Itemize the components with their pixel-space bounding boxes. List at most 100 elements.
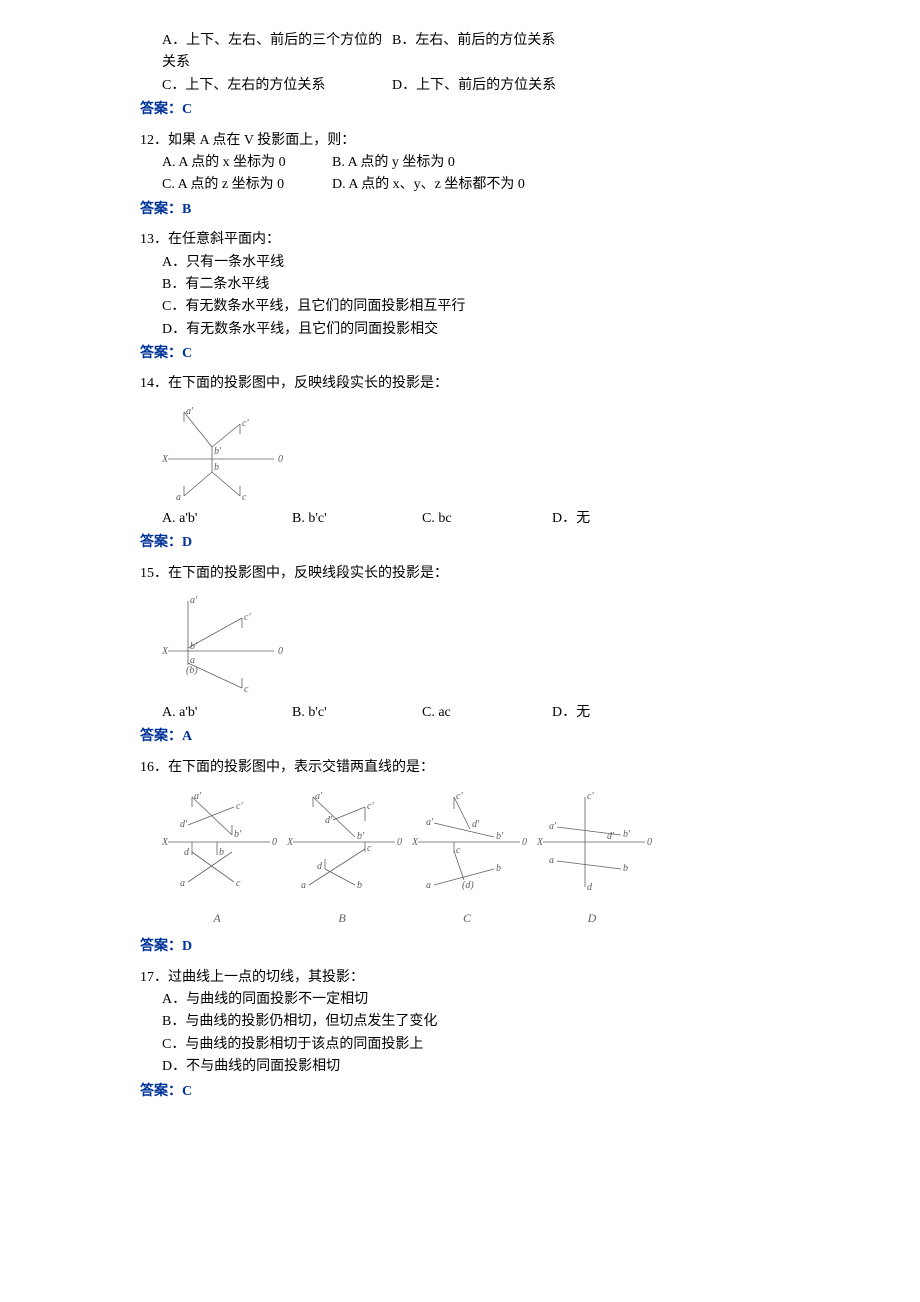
q12-stem: 12．如果 A 点在 V 投影面上，则： bbox=[140, 130, 780, 152]
q15-opt-c: C. ac bbox=[422, 702, 552, 724]
svg-text:X: X bbox=[162, 646, 169, 657]
svg-text:a: a bbox=[301, 880, 306, 891]
q12-opt-b: B. A 点的 y 坐标为 0 bbox=[332, 152, 455, 174]
svg-text:a: a bbox=[426, 880, 431, 891]
q12-opts-row1: A. A 点的 x 坐标为 0 B. A 点的 y 坐标为 0 bbox=[140, 152, 780, 174]
q14-stem: 14．在下面的投影图中，反映线段实长的投影是： bbox=[140, 373, 780, 395]
svg-text:c: c bbox=[456, 845, 461, 856]
q15-diagram: X 0 a' b' c' a (b) c bbox=[162, 593, 780, 698]
svg-text:d: d bbox=[587, 882, 593, 893]
svg-text:a': a' bbox=[549, 821, 557, 832]
svg-text:c: c bbox=[367, 843, 372, 854]
svg-text:b: b bbox=[219, 847, 224, 858]
q13-opt-d: D．有无数条水平线，且它们的同面投影相交 bbox=[140, 319, 780, 341]
q16-caption-b: B bbox=[338, 911, 346, 925]
q16-caption-a: A bbox=[212, 911, 221, 925]
q11-answer: 答案：C bbox=[140, 99, 780, 121]
svg-text:(d): (d) bbox=[462, 880, 474, 891]
svg-text:0: 0 bbox=[272, 837, 277, 848]
q15-answer: 答案：A bbox=[140, 726, 780, 748]
q15-opts: A. a'b' B. b'c' C. ac D．无 bbox=[140, 702, 780, 724]
svg-text:b': b' bbox=[496, 831, 504, 842]
svg-text:X: X bbox=[286, 837, 294, 848]
q15-opt-a: A. a'b' bbox=[162, 702, 292, 724]
q12-opt-a: A. A 点的 x 坐标为 0 bbox=[162, 152, 332, 174]
svg-text:b': b' bbox=[234, 829, 242, 840]
svg-text:0: 0 bbox=[397, 837, 402, 848]
q12-opt-d: D. A 点的 x、y、z 坐标都不为 0 bbox=[332, 174, 525, 196]
svg-text:b': b' bbox=[214, 446, 222, 457]
q13-opt-a: A．只有一条水平线 bbox=[140, 252, 780, 274]
svg-text:a: a bbox=[176, 492, 181, 503]
q11-opt-c: C．上下、左右的方位关系 bbox=[162, 75, 392, 97]
q14-answer: 答案：D bbox=[140, 532, 780, 554]
svg-text:c: c bbox=[244, 684, 249, 695]
q14-opt-d: D．无 bbox=[552, 508, 682, 530]
svg-text:c: c bbox=[242, 492, 247, 503]
svg-text:d: d bbox=[317, 861, 323, 872]
svg-text:d': d' bbox=[325, 815, 333, 826]
svg-text:0: 0 bbox=[522, 837, 527, 848]
q12-opts-row2: C. A 点的 z 坐标为 0 D. A 点的 x、y、z 坐标都不为 0 bbox=[140, 174, 780, 196]
q14-opt-a: A. a'b' bbox=[162, 508, 292, 530]
svg-text:a': a' bbox=[186, 406, 194, 417]
svg-text:b: b bbox=[623, 863, 628, 874]
q13-answer: 答案：C bbox=[140, 343, 780, 365]
svg-text:b': b' bbox=[623, 829, 631, 840]
q11-opt-a: A．上下、左右、前后的三个方位的关系 bbox=[162, 30, 392, 75]
svg-text:a': a' bbox=[315, 791, 323, 802]
svg-text:c': c' bbox=[236, 801, 243, 812]
svg-text:c': c' bbox=[456, 791, 463, 802]
svg-text:d: d bbox=[184, 847, 190, 858]
q13-opt-b: B．有二条水平线 bbox=[140, 274, 780, 296]
svg-text:0: 0 bbox=[647, 837, 652, 848]
svg-text:b': b' bbox=[357, 831, 365, 842]
q17-answer: 答案：C bbox=[140, 1081, 780, 1103]
svg-text:(b): (b) bbox=[186, 665, 198, 676]
q16-answer: 答案：D bbox=[140, 936, 780, 958]
svg-text:b: b bbox=[214, 462, 219, 473]
q16-stem: 16．在下面的投影图中，表示交错两直线的是： bbox=[140, 757, 780, 779]
q16-caption-c: C bbox=[463, 911, 472, 925]
q17-opt-a: A．与曲线的同面投影不一定相切 bbox=[140, 989, 780, 1011]
svg-text:a: a bbox=[549, 855, 554, 866]
q13-opt-c: C．有无数条水平线，且它们的同面投影相互平行 bbox=[140, 296, 780, 318]
q16-caption-d: D bbox=[587, 911, 597, 925]
svg-text:b: b bbox=[496, 863, 501, 874]
svg-text:a': a' bbox=[194, 791, 202, 802]
svg-text:d': d' bbox=[607, 831, 615, 842]
svg-text:a': a' bbox=[426, 817, 434, 828]
svg-text:c': c' bbox=[367, 801, 374, 812]
q15-opt-b: B. b'c' bbox=[292, 702, 422, 724]
q14-opt-b: B. b'c' bbox=[292, 508, 422, 530]
svg-text:d': d' bbox=[180, 819, 188, 830]
q11-opts-row2: C．上下、左右的方位关系 D．上下、前后的方位关系 bbox=[140, 75, 780, 97]
q12-answer: 答案：B bbox=[140, 199, 780, 221]
q12-opt-c: C. A 点的 z 坐标为 0 bbox=[162, 174, 332, 196]
svg-text:c: c bbox=[236, 878, 241, 889]
svg-text:c': c' bbox=[244, 612, 251, 623]
q17-stem: 17．过曲线上一点的切线，其投影： bbox=[140, 967, 780, 989]
svg-text:a': a' bbox=[190, 595, 198, 606]
q13-stem: 13．在任意斜平面内： bbox=[140, 229, 780, 251]
q14-opt-c: C. bc bbox=[422, 508, 552, 530]
q15-stem: 15．在下面的投影图中，反映线段实长的投影是： bbox=[140, 563, 780, 585]
q11-opt-b: B．左右、前后的方位关系 bbox=[392, 30, 622, 75]
q14-diagram: X 0 a' b' c' a b c bbox=[162, 404, 780, 504]
svg-text:d': d' bbox=[472, 819, 480, 830]
svg-text:X: X bbox=[162, 454, 169, 465]
svg-text:a: a bbox=[180, 878, 185, 889]
q17-opt-b: B．与曲线的投影仍相切，但切点发生了变化 bbox=[140, 1011, 780, 1033]
svg-text:c': c' bbox=[242, 418, 249, 429]
svg-text:b: b bbox=[357, 880, 362, 891]
svg-text:b': b' bbox=[190, 641, 198, 652]
svg-text:X: X bbox=[162, 837, 169, 848]
svg-text:0: 0 bbox=[278, 454, 283, 465]
svg-text:X: X bbox=[536, 837, 544, 848]
q15-opt-d: D．无 bbox=[552, 702, 682, 724]
svg-text:0: 0 bbox=[278, 646, 283, 657]
q16-diagram: X0 a'c' d'b' db ac A X0 a'c' d'b' cd ab … bbox=[162, 787, 780, 932]
q14-opts: A. a'b' B. b'c' C. bc D．无 bbox=[140, 508, 780, 530]
svg-text:c': c' bbox=[587, 791, 594, 802]
q17-opt-d: D．不与曲线的同面投影相切 bbox=[140, 1056, 780, 1078]
